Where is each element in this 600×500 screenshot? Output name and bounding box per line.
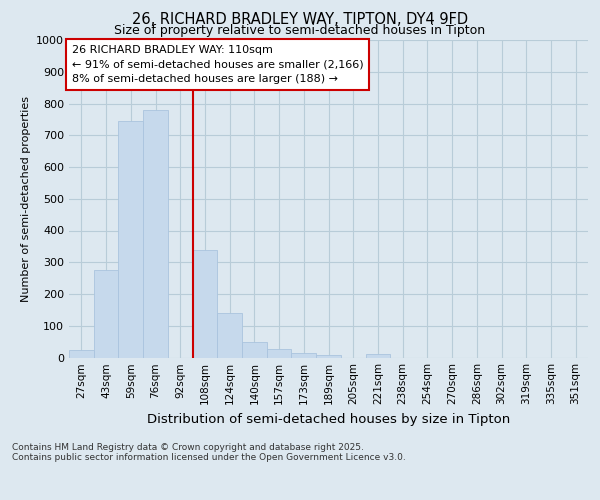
Bar: [292, 352, 316, 358]
Bar: [94, 270, 118, 358]
Y-axis label: Number of semi-detached properties: Number of semi-detached properties: [20, 96, 31, 302]
Text: Contains public sector information licensed under the Open Government Licence v3: Contains public sector information licen…: [12, 454, 406, 462]
Text: Contains HM Land Registry data © Crown copyright and database right 2025.: Contains HM Land Registry data © Crown c…: [12, 442, 364, 452]
Bar: [217, 313, 242, 358]
Text: 26 RICHARD BRADLEY WAY: 110sqm
← 91% of semi-detached houses are smaller (2,166): 26 RICHARD BRADLEY WAY: 110sqm ← 91% of …: [71, 45, 363, 84]
Bar: [118, 121, 143, 358]
Bar: [143, 110, 168, 358]
Bar: [365, 354, 390, 358]
Bar: [242, 342, 267, 357]
Bar: [69, 350, 94, 358]
Text: Size of property relative to semi-detached houses in Tipton: Size of property relative to semi-detach…: [115, 24, 485, 37]
Text: 26, RICHARD BRADLEY WAY, TIPTON, DY4 9FD: 26, RICHARD BRADLEY WAY, TIPTON, DY4 9FD: [132, 12, 468, 28]
Bar: [316, 355, 341, 358]
X-axis label: Distribution of semi-detached houses by size in Tipton: Distribution of semi-detached houses by …: [147, 413, 510, 426]
Bar: [193, 250, 217, 358]
Bar: [267, 348, 292, 358]
